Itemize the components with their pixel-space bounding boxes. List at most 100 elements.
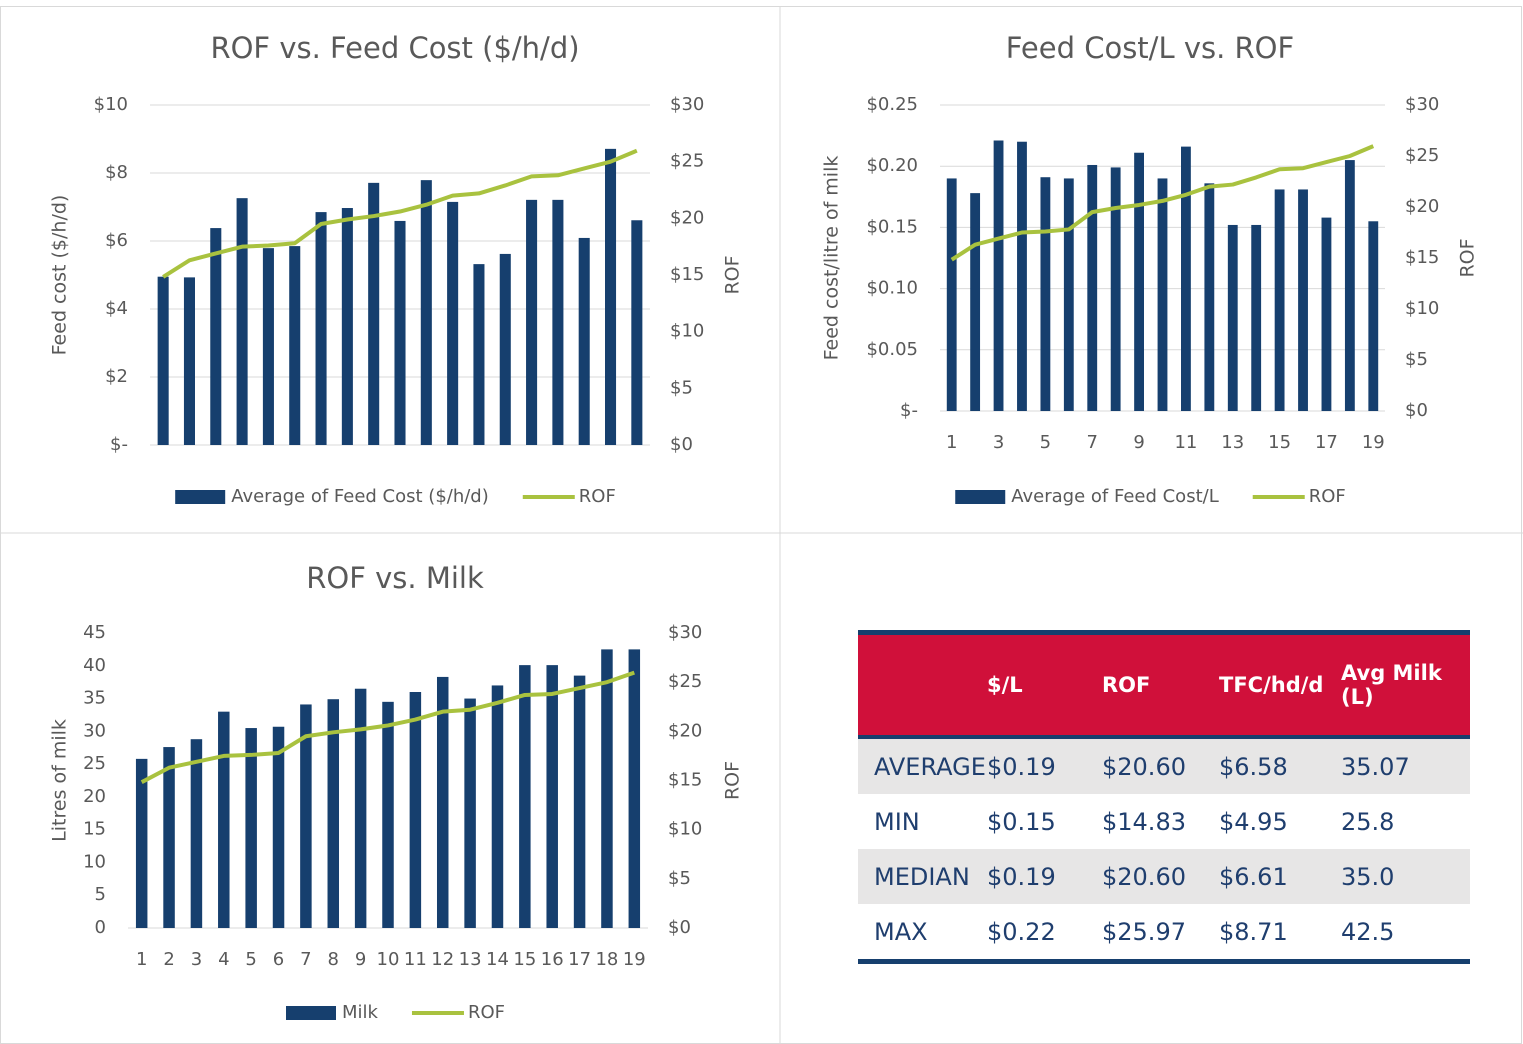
bar (1134, 152, 1144, 411)
x-tick-label: 19 (1362, 432, 1385, 453)
legend-label: ROF (468, 1002, 505, 1023)
bar (447, 201, 459, 445)
table-cell: $6.58 (1219, 752, 1288, 781)
bar (1227, 224, 1238, 411)
legend-label: ROF (1309, 486, 1346, 507)
y2-tick-label: $5 (670, 377, 693, 398)
y2-tick-label: $25 (668, 671, 702, 692)
bar (436, 676, 449, 928)
y-tick-label: $0.15 (866, 216, 918, 237)
y2-tick-label: $25 (1405, 145, 1439, 166)
header-cell: Avg Milk (L) (1341, 661, 1442, 709)
y-tick-label: $6 (105, 230, 128, 251)
header-cell: ROF (1102, 673, 1151, 697)
x-tick-label: 6 (273, 949, 284, 970)
y-tick-label: $- (110, 434, 128, 455)
header-row: $/L ROF TFC/hd/d Avg Milk (L) (858, 635, 1470, 739)
x-tick-label: 15 (513, 949, 536, 970)
bar (1368, 221, 1379, 411)
table-cell: $0.15 (987, 807, 1056, 836)
bar (262, 248, 274, 445)
y2-tick-label: $20 (1405, 196, 1439, 217)
x-tick-label: 17 (568, 949, 591, 970)
bar (409, 692, 422, 928)
x-tick-label: 17 (1315, 432, 1338, 453)
bar (552, 199, 564, 445)
table-cell: 25.8 (1341, 807, 1395, 836)
table-cell: 42.5 (1341, 917, 1395, 946)
bar (1251, 224, 1262, 411)
bar (183, 277, 195, 445)
y2-tick-label: $20 (670, 207, 704, 228)
bar (315, 212, 327, 445)
legend-label: Average of Feed Cost ($/h/d) (231, 486, 489, 507)
table-cell: $4.95 (1219, 807, 1288, 836)
bar (519, 665, 531, 928)
y-tick-label: 45 (83, 622, 106, 643)
x-tick-label: 8 (328, 949, 339, 970)
bar (578, 237, 590, 445)
bar (394, 220, 406, 445)
bar (1181, 146, 1191, 411)
y-tick-label: $- (900, 400, 918, 421)
header-cell: $/L (987, 673, 1023, 697)
bar (218, 711, 230, 928)
y-tick-label: $2 (105, 366, 128, 387)
y2-axis-label: ROF (722, 255, 744, 294)
bar (1321, 217, 1332, 411)
bar (1298, 189, 1308, 411)
line (162, 148, 638, 279)
bar (970, 193, 981, 411)
table-cell: $25.97 (1102, 917, 1186, 946)
x-tick-label: 11 (404, 949, 427, 970)
bar (289, 246, 301, 445)
y-tick-label: $4 (105, 298, 128, 319)
x-tick-label: 15 (1268, 432, 1291, 453)
y-axis-label: Litres of milk (49, 719, 71, 842)
bar (631, 220, 643, 445)
bar (1344, 160, 1355, 411)
y2-axis-label: ROF (722, 761, 744, 800)
x-tick-label: 19 (623, 949, 646, 970)
x-tick-label: 4 (218, 949, 229, 970)
table-row: MEDIAN $0.19 $20.60 $6.61 35.0 (858, 849, 1470, 904)
bar (464, 698, 476, 928)
table-cell: $0.22 (987, 917, 1056, 946)
bar (382, 701, 394, 928)
bar (605, 148, 617, 446)
x-tick-label: 10 (377, 949, 400, 970)
x-tick-label: 12 (431, 949, 454, 970)
x-tick-label: 18 (595, 949, 618, 970)
bar (1017, 141, 1027, 411)
bar (210, 228, 222, 445)
y-tick-label: $0.05 (866, 339, 918, 360)
legend-label: Milk (342, 1002, 379, 1023)
y2-tick-label: $30 (668, 622, 702, 643)
bar (628, 649, 641, 928)
y-tick-label: 0 (95, 917, 106, 938)
table-cell: $20.60 (1102, 862, 1186, 891)
table-cell: 35.0 (1341, 862, 1395, 891)
bar (157, 276, 169, 445)
y-tick-label: 30 (83, 720, 106, 741)
y-tick-label: 5 (95, 884, 106, 905)
y2-tick-label: $10 (1405, 298, 1439, 319)
bar (1040, 177, 1051, 411)
table-cell: MAX (874, 917, 928, 946)
table-row: MIN $0.15 $14.83 $4.95 25.8 (858, 794, 1470, 849)
x-tick-label: 1 (136, 949, 147, 970)
y2-tick-label: $10 (670, 321, 704, 342)
bar (163, 747, 175, 928)
bar (327, 699, 340, 928)
y2-tick-label: $0 (670, 434, 693, 455)
y-tick-label: $0.20 (866, 155, 918, 176)
y-tick-label: 25 (83, 753, 106, 774)
y2-tick-label: $20 (668, 720, 702, 741)
bar (341, 208, 353, 445)
bar (601, 649, 613, 928)
y2-tick-label: $5 (668, 868, 691, 889)
y-tick-label: $10 (94, 94, 128, 115)
y2-tick-label: $25 (670, 151, 704, 172)
